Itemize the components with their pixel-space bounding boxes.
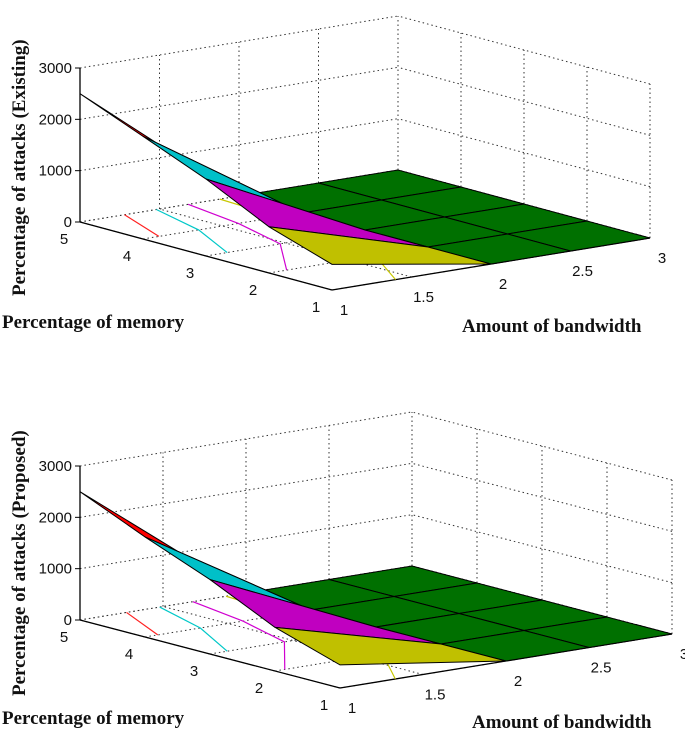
bandwidth-tick-label: 1	[340, 302, 348, 319]
surface-plot-proposed: 0 1000 2000 3000 1 2 3 4 5 1 1.5 2 2.5 3 Percentage of…	[2, 411, 685, 732]
z-tick-label: 1000	[39, 561, 72, 578]
bandwidth-tick-label: 2	[499, 276, 507, 293]
bandwidth-axis-label: Amount of bandwidth	[472, 712, 652, 732]
z-tick-label: 3000	[39, 458, 72, 475]
z-axis-label: Percentage of attacks (Existing)	[9, 39, 30, 296]
bandwidth-tick-label: 2.5	[572, 263, 593, 280]
bandwidth-axis-label: Amount of bandwidth	[462, 316, 642, 337]
memory-tick-label: 4	[125, 646, 133, 663]
memory-tick-label: 5	[60, 629, 68, 646]
contour-line	[126, 611, 159, 636]
z-tick-label: 3000	[39, 60, 72, 77]
memory-axis-label: Percentage of memory	[2, 312, 185, 333]
memory-tick-label: 2	[255, 680, 263, 697]
grid-line	[79, 66, 399, 120]
bandwidth-tick-label: 1	[348, 700, 356, 717]
bandwidth-tick-label: 1.5	[413, 289, 434, 306]
bandwidth-tick-label: 2.5	[591, 660, 612, 677]
grid-line	[79, 411, 413, 467]
contour-line	[156, 208, 228, 254]
memory-tick-label: 5	[60, 231, 68, 248]
memory-tick-label: 3	[186, 265, 194, 282]
surface-face	[274, 626, 507, 666]
bandwidth-tick-label: 1.5	[425, 687, 446, 704]
contour-line	[187, 203, 288, 271]
bandwidth-tick-label: 3	[658, 250, 666, 267]
memory-tick-label: 4	[123, 248, 131, 265]
contour-line	[124, 214, 160, 237]
z-tick-label: 2000	[39, 111, 72, 128]
z-axis-label: Percentage of attacks (Proposed)	[9, 430, 30, 696]
z-tick-label: 1000	[39, 163, 72, 180]
grid-line	[79, 514, 413, 570]
surface-face	[268, 226, 492, 265]
surface-plot-existing: 0 1000 2000 3000 1 2 3 4 5 1 1.5 2 2.5 3 Percentage of…	[2, 15, 666, 337]
contour-line	[159, 606, 228, 652]
grid-line	[159, 208, 412, 278]
z-tick-label: 0	[64, 612, 72, 629]
memory-axis-label: Percentage of memory	[2, 708, 185, 729]
z-tick-label: 0	[64, 214, 72, 231]
memory-tick-label: 3	[190, 663, 198, 680]
memory-axis	[79, 619, 341, 689]
grid-line	[79, 462, 413, 518]
grid-line	[397, 15, 651, 85]
memory-tick-label: 1	[312, 299, 320, 316]
grid-line	[397, 118, 651, 188]
bandwidth-tick-label: 2	[514, 673, 522, 690]
z-tick-label: 2000	[39, 509, 72, 526]
memory-tick-label: 1	[320, 697, 328, 714]
bandwidth-tick-label: 3	[680, 646, 685, 663]
memory-tick-label: 2	[249, 282, 257, 299]
memory-axis	[79, 221, 333, 291]
contour-line	[192, 601, 286, 670]
grid-line	[397, 66, 651, 136]
